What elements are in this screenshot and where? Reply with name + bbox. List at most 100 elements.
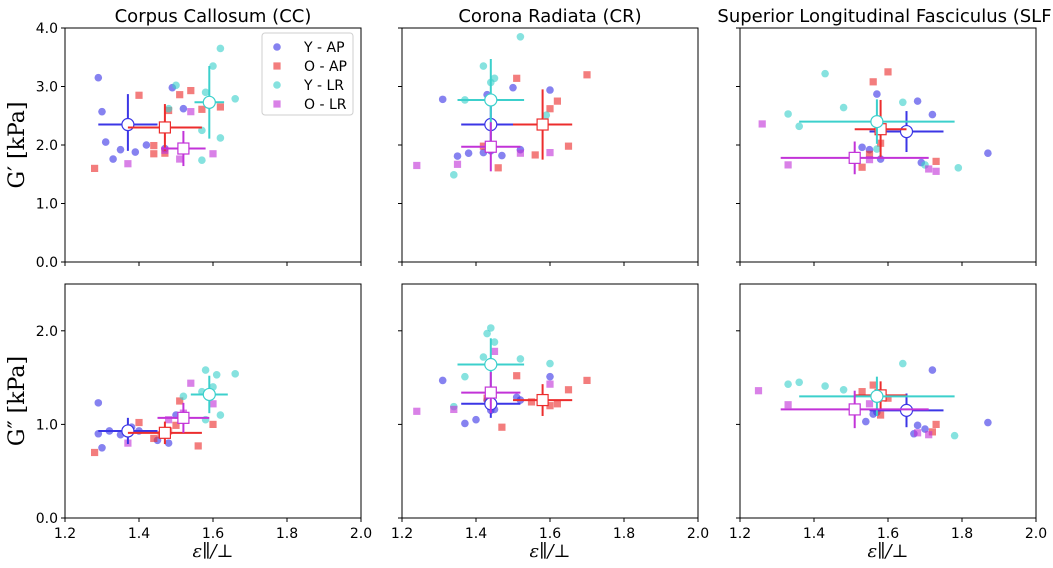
data-point bbox=[142, 141, 151, 149]
data-point bbox=[490, 74, 499, 83]
data-point bbox=[150, 141, 158, 150]
data-point bbox=[928, 428, 936, 436]
data-point bbox=[513, 74, 521, 82]
legend-box bbox=[261, 32, 354, 116]
legend-label: O - LR bbox=[304, 97, 347, 113]
mean-marker bbox=[202, 95, 216, 109]
data-point bbox=[884, 68, 892, 76]
data-point bbox=[209, 150, 217, 158]
data-point bbox=[950, 431, 959, 440]
y-tick-label: 3.0 bbox=[36, 80, 58, 96]
data-point bbox=[179, 104, 188, 113]
data-point bbox=[546, 105, 554, 113]
mean-marker bbox=[121, 424, 135, 438]
y-tick-label: 0.0 bbox=[36, 255, 58, 271]
panel-title: Corpus Callosum (CC) bbox=[115, 6, 312, 27]
data-point bbox=[921, 425, 929, 433]
data-point bbox=[884, 394, 892, 402]
mean-marker bbox=[202, 387, 216, 402]
data-point bbox=[509, 83, 517, 92]
data-point bbox=[925, 431, 933, 439]
data-point bbox=[164, 104, 173, 113]
data-point bbox=[516, 355, 525, 363]
data-point bbox=[553, 400, 561, 408]
data-point bbox=[209, 420, 217, 428]
data-point bbox=[164, 439, 173, 447]
data-point bbox=[564, 142, 573, 150]
x-tick-label: 1.6 bbox=[539, 526, 561, 542]
x-tick-label: 1.6 bbox=[202, 526, 224, 542]
y-tick-label: 2.0 bbox=[36, 324, 58, 340]
data-point bbox=[209, 62, 217, 70]
mean-marker bbox=[484, 140, 497, 153]
data-point bbox=[899, 98, 907, 107]
data-point bbox=[954, 164, 963, 172]
data-point bbox=[932, 167, 940, 175]
legend-label: Y - AP bbox=[303, 40, 345, 56]
data-point bbox=[865, 150, 874, 158]
data-point bbox=[928, 366, 937, 374]
mean-marker bbox=[484, 357, 498, 372]
data-point bbox=[438, 95, 447, 104]
panel-title: Superior Longitudinal Fasciculus (SLF) bbox=[717, 6, 1053, 27]
data-point bbox=[187, 379, 195, 387]
legend-marker bbox=[273, 62, 281, 70]
data-point bbox=[109, 155, 117, 163]
data-point bbox=[172, 421, 180, 429]
data-point bbox=[176, 91, 184, 99]
data-point bbox=[94, 399, 103, 407]
data-point bbox=[932, 157, 940, 165]
data-point bbox=[231, 94, 239, 103]
data-point bbox=[450, 171, 458, 179]
data-point bbox=[546, 402, 554, 410]
data-point bbox=[187, 108, 195, 116]
data-point bbox=[135, 418, 143, 427]
plot-panel-3: 1.2 1.4 1.6 1.8 2.0 0.0 1.0 2.0 ε∥/⊥ G″ [kPa] bbox=[5, 283, 372, 562]
x-tick-label: 2.0 bbox=[350, 526, 372, 542]
data-point bbox=[461, 372, 469, 381]
mean-marker bbox=[899, 124, 914, 139]
mean-marker bbox=[536, 393, 549, 407]
legend-label: O - AP bbox=[304, 59, 347, 75]
data-point bbox=[150, 434, 158, 443]
data-point bbox=[98, 444, 106, 452]
data-point bbox=[784, 161, 792, 169]
data-point bbox=[438, 376, 447, 385]
data-point bbox=[101, 138, 110, 146]
plot-panel-0: Corpus Callosum (CC) 0.0 1.0 2.0 3.0 4.0 G′ [k… bbox=[5, 6, 362, 271]
data-point bbox=[858, 388, 866, 396]
data-point bbox=[546, 380, 554, 388]
data-point bbox=[516, 149, 524, 157]
data-point bbox=[873, 90, 881, 98]
x-tick-label: 2.0 bbox=[1025, 526, 1047, 542]
x-tick-label: 1.8 bbox=[951, 526, 973, 542]
plot-frame bbox=[739, 27, 1037, 263]
data-point bbox=[784, 401, 792, 409]
data-point bbox=[498, 423, 506, 431]
x-axis-label: ε∥/⊥ bbox=[530, 541, 571, 562]
x-tick-label: 2.0 bbox=[687, 526, 709, 542]
mean-marker bbox=[484, 93, 498, 107]
data-point bbox=[216, 44, 225, 53]
data-point bbox=[899, 359, 907, 368]
data-point bbox=[913, 421, 922, 430]
plot-frame bbox=[64, 27, 362, 263]
data-point bbox=[472, 415, 480, 424]
data-point bbox=[479, 62, 488, 70]
data-point bbox=[821, 382, 829, 390]
data-point bbox=[795, 378, 803, 387]
plot-frame bbox=[401, 27, 699, 263]
mean-marker bbox=[870, 389, 884, 403]
data-point bbox=[179, 392, 188, 401]
data-point bbox=[839, 385, 848, 394]
data-point bbox=[216, 134, 225, 142]
data-point bbox=[865, 400, 874, 408]
legend-marker bbox=[273, 81, 281, 89]
data-point bbox=[464, 149, 473, 157]
data-point bbox=[165, 416, 173, 424]
data-point bbox=[546, 149, 554, 157]
data-point bbox=[131, 148, 140, 156]
y-axis-label: G″ [kPa] bbox=[5, 356, 30, 446]
data-point bbox=[94, 73, 103, 82]
